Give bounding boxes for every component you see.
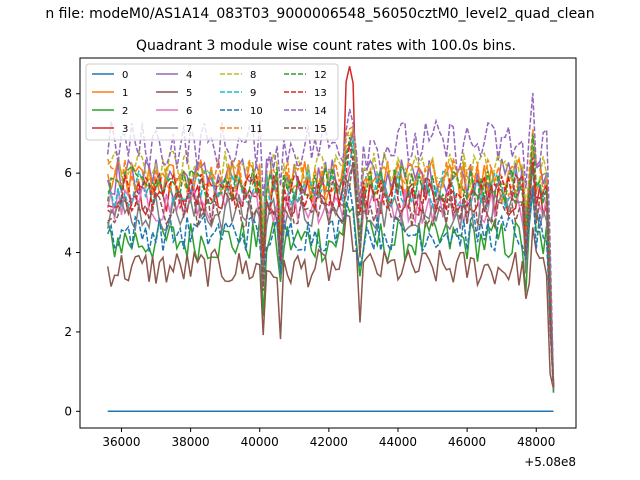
legend-label: 10 (250, 106, 263, 117)
legend-label: 6 (186, 106, 192, 117)
series-line-8 (107, 127, 555, 383)
series-line-12 (106, 133, 555, 393)
chart-title: Quadrant 3 module wise count rates with … (136, 38, 516, 54)
legend-label: 7 (186, 124, 192, 135)
legend-label: 9 (250, 88, 256, 99)
series-line-5 (106, 213, 555, 390)
series-line-14 (106, 92, 555, 387)
legend-label: 15 (314, 124, 327, 135)
x-axis-ticks: 36000 38000 40000 42000 44000 46000 48000 (102, 428, 555, 449)
figure-suptitle: n file: modeM0/AS1A14_083T03_9000006548_… (45, 6, 594, 22)
legend-label: 2 (122, 106, 128, 117)
x-tick-label: 48000 (517, 435, 555, 449)
legend-label: 0 (122, 70, 128, 81)
legend-label: 1 (122, 88, 128, 99)
x-offset-label: +5.08e8 (524, 455, 576, 469)
x-tick-label: 38000 (172, 435, 210, 449)
legend-label: 11 (250, 124, 263, 135)
y-axis-ticks: 0 2 4 6 8 (64, 87, 80, 418)
legend-label: 4 (186, 70, 192, 81)
series-line-15 (107, 161, 555, 389)
series-line-3 (107, 66, 555, 389)
legend-label: 5 (186, 88, 192, 99)
y-tick-label: 6 (64, 166, 72, 180)
series-line-10 (107, 185, 555, 385)
y-tick-label: 2 (64, 325, 72, 339)
series-line-7 (106, 165, 555, 387)
legend-label: 13 (314, 88, 327, 99)
legend-label: 12 (314, 70, 327, 81)
legend-box (85, 63, 339, 141)
x-tick-label: 42000 (310, 435, 348, 449)
y-tick-label: 8 (64, 87, 72, 101)
x-tick-label: 44000 (379, 435, 417, 449)
x-tick-label: 36000 (102, 435, 140, 449)
legend-label: 3 (122, 124, 128, 135)
x-tick-label: 40000 (241, 435, 279, 449)
axes-frame (79, 57, 577, 429)
legend-label: 8 (250, 70, 256, 81)
series-lines (106, 66, 555, 413)
y-tick-label: 0 (64, 404, 72, 418)
y-tick-label: 4 (64, 246, 72, 260)
x-tick-label: 46000 (448, 435, 486, 449)
legend-label: 14 (314, 106, 327, 117)
